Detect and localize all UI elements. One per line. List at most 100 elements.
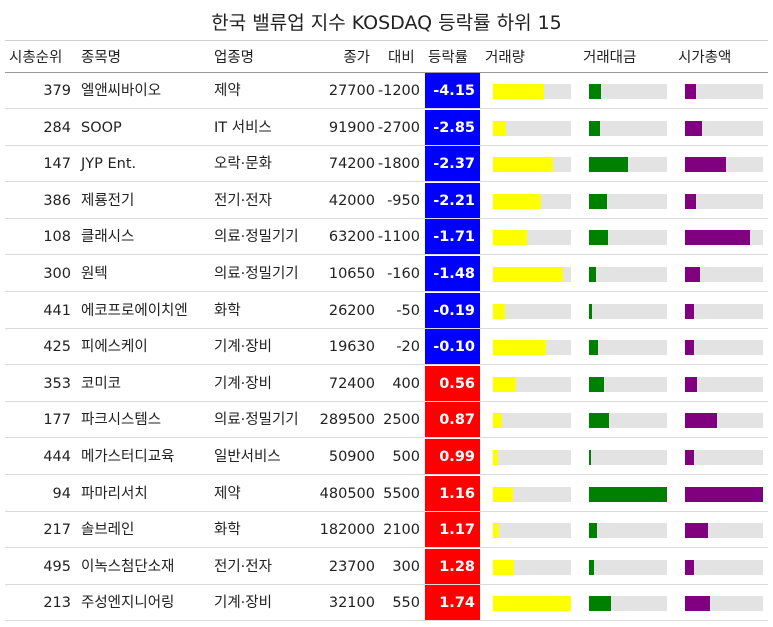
- value-bar: [589, 486, 667, 502]
- pct-cell: 1.16: [425, 475, 480, 512]
- mktcap-bar-track: [685, 157, 763, 173]
- rank-cell: 353: [43, 375, 71, 392]
- name-cell: JYP Ent.: [81, 156, 137, 173]
- row-divider: [5, 620, 768, 622]
- pct-cell: -1.71: [425, 219, 480, 256]
- volume-bar-track: [493, 303, 571, 319]
- value-bar-track: [589, 559, 667, 575]
- table-row: 108 클래시스 의료·정밀기기 63200 -1100 -1.71: [5, 219, 768, 256]
- volume-bar: [493, 376, 516, 392]
- value-bar-track: [589, 376, 667, 392]
- row-divider: [5, 547, 768, 549]
- volume-bar: [493, 413, 502, 429]
- mktcap-bar: [685, 376, 697, 392]
- volume-bar-track: [493, 120, 571, 136]
- value-bar: [589, 120, 600, 136]
- mktcap-bar: [685, 84, 696, 99]
- pct-cell: 0.87: [425, 402, 480, 439]
- value-bar-track: [589, 193, 667, 209]
- mktcap-bar: [685, 157, 727, 173]
- volume-bar-track: [493, 230, 571, 246]
- value-bar: [589, 157, 628, 173]
- mktcap-bar-track: [685, 84, 763, 99]
- name-cell: 엘앤씨바이오: [81, 83, 162, 99]
- header-value: 거래대금: [583, 50, 637, 66]
- close-cell: 72400: [328, 375, 375, 392]
- volume-bar-track: [493, 376, 571, 392]
- table-row: 284 SOOP IT 서비스 91900 -2700 -2.85: [5, 109, 768, 146]
- pct-cell: -0.10: [425, 329, 480, 366]
- row-divider: [5, 181, 768, 183]
- header-change: 대비: [388, 50, 415, 66]
- sector-cell: 제약: [214, 485, 241, 502]
- row-divider: [5, 474, 768, 475]
- value-bar-track: [589, 340, 667, 356]
- volume-bar: [493, 267, 564, 282]
- value-bar: [589, 303, 593, 319]
- volume-bar-track: [493, 193, 571, 209]
- change-cell: 400: [392, 375, 420, 392]
- volume-bar-track: [493, 157, 571, 173]
- volume-bar: [493, 303, 506, 319]
- change-cell: -160: [387, 266, 420, 282]
- mktcap-bar-track: [685, 559, 763, 575]
- volume-bar: [493, 450, 499, 465]
- name-cell: 원텍: [81, 266, 108, 282]
- close-cell: 10650: [328, 266, 375, 282]
- sector-cell: 의료·정밀기기: [214, 229, 299, 246]
- pct-cell: 0.99: [425, 439, 480, 475]
- rank-cell: 441: [43, 302, 71, 319]
- pct-cell: -1.48: [425, 256, 480, 292]
- mktcap-bar-track: [685, 303, 763, 319]
- rank-cell: 495: [43, 558, 71, 575]
- sector-cell: 기계·장비: [214, 339, 272, 356]
- value-bar: [589, 84, 602, 99]
- volume-bar: [493, 559, 515, 575]
- sector-cell: 오락·문화: [214, 156, 272, 173]
- mktcap-bar: [685, 413, 717, 429]
- close-cell: 26200: [328, 302, 375, 319]
- close-cell: 32100: [328, 595, 375, 612]
- volume-bar-track: [493, 267, 571, 282]
- change-cell: 500: [392, 449, 420, 465]
- row-divider: [5, 254, 768, 256]
- value-bar: [589, 340, 599, 356]
- header-pct: 등락률: [428, 50, 469, 66]
- row-divider: [5, 437, 768, 439]
- name-cell: 솔브레인: [81, 522, 135, 539]
- sector-cell: 기계·장비: [214, 595, 272, 612]
- rank-cell: 379: [43, 83, 71, 99]
- close-cell: 23700: [328, 558, 375, 575]
- header-sector: 업종명: [214, 50, 255, 66]
- row-divider: [5, 291, 768, 292]
- sector-cell: 전기·전자: [214, 558, 272, 575]
- volume-bar: [493, 486, 513, 502]
- table-row: 441 에코프로에이치엔 화학 26200 -50 -0.19: [5, 292, 768, 329]
- sector-cell: IT 서비스: [214, 119, 272, 136]
- close-cell: 27700: [328, 83, 375, 99]
- name-cell: 코미코: [81, 375, 122, 392]
- close-cell: 480500: [319, 485, 375, 502]
- pct-cell: 1.74: [425, 585, 480, 622]
- rank-cell: 300: [43, 266, 71, 282]
- change-cell: -950: [387, 192, 420, 209]
- change-cell: -1200: [377, 83, 420, 99]
- sector-cell: 일반서비스: [214, 449, 281, 465]
- value-bar-track: [589, 230, 667, 246]
- rank-cell: 213: [43, 595, 71, 612]
- pct-cell: 1.17: [425, 512, 480, 549]
- change-cell: -20: [396, 339, 420, 356]
- close-cell: 19630: [328, 339, 375, 356]
- value-bar-track: [589, 486, 667, 502]
- volume-bar: [493, 230, 528, 246]
- header-name: 종목명: [81, 50, 122, 66]
- sector-cell: 화학: [214, 522, 241, 539]
- mktcap-bar-track: [685, 523, 763, 539]
- row-divider: [5, 583, 768, 585]
- sector-cell: 전기·전자: [214, 192, 272, 209]
- volume-bar: [493, 523, 500, 539]
- value-bar: [589, 596, 611, 612]
- change-cell: -2700: [377, 119, 420, 136]
- volume-bar-track: [493, 84, 571, 99]
- value-bar: [589, 230, 608, 246]
